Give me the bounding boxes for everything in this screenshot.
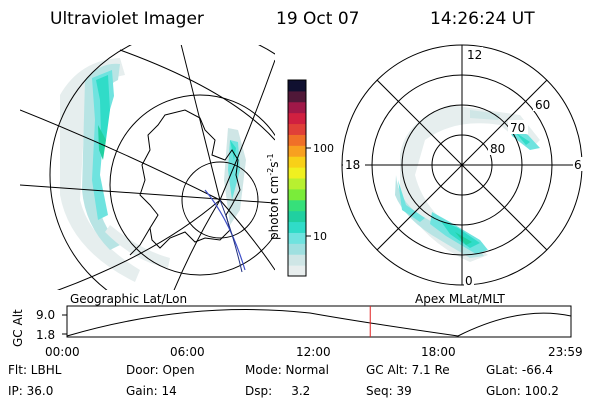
colorbar-cell <box>288 265 306 277</box>
mlat-label-70: 70 <box>510 121 525 135</box>
colorbar: 100 10 photon cm-2s-1 <box>266 79 334 277</box>
mlt-spokes <box>342 45 582 285</box>
colorbar-cell <box>288 232 306 244</box>
track-line-dark <box>219 199 243 273</box>
status-flt: Flt: LBHL <box>8 363 62 377</box>
label-bg-6 <box>573 157 583 171</box>
peninsula-outline <box>129 227 151 256</box>
colorbar-cell <box>288 199 306 212</box>
aurora-emission-left <box>60 58 246 282</box>
track-axis-title: GC Alt <box>11 309 25 347</box>
mlat-label-60: 60 <box>535 98 550 112</box>
colorbar-tick-label-100: 100 <box>313 142 334 155</box>
status-glon: GLon: 100.2 <box>486 384 559 398</box>
colorbar-cells <box>288 80 306 277</box>
continent-outline <box>139 109 241 249</box>
status-dsp: Dsp: 3.2 <box>245 384 310 398</box>
colorbar-cell <box>288 80 306 92</box>
status-ip: IP: 36.0 <box>8 384 53 398</box>
colorbar-cell <box>288 254 306 266</box>
geographic-map <box>0 0 395 380</box>
label-bg-70 <box>508 120 528 134</box>
mlt-label-18: 18 <box>345 158 360 172</box>
polar-plot: 12 18 6 0 60 70 80 <box>341 44 583 288</box>
colorbar-cell <box>288 145 306 157</box>
status-block: Flt: LBHL Door: Open Mode: Normal GC Alt… <box>8 363 559 398</box>
status-seq: Seq: 39 <box>366 384 412 398</box>
status-gain: Gain: 14 <box>126 384 177 398</box>
lat-circle-mid <box>109 94 275 276</box>
right-panel-caption: Apex MLat/MLT <box>415 292 505 306</box>
colorbar-cell <box>288 188 306 201</box>
time-label: 14:26:24 UT <box>430 9 535 29</box>
status-glat: GLat: -66.4 <box>486 363 553 377</box>
colorbar-cell <box>288 123 306 135</box>
meridians <box>20 45 275 290</box>
colorbar-cell <box>288 90 306 103</box>
mlat-label-80: 80 <box>490 142 505 156</box>
status-mode: Mode: Normal <box>245 363 329 377</box>
colorbar-cell <box>288 112 306 125</box>
colorbar-frame <box>287 79 307 277</box>
colorbar-cell <box>288 221 306 233</box>
colorbar-cell <box>288 167 306 179</box>
lat-circle-outer <box>49 45 275 290</box>
colorbar-cell <box>288 134 306 146</box>
track-line-blue <box>204 189 246 271</box>
track-ylabel-max: 9.0 <box>36 308 55 322</box>
label-bg-18 <box>343 157 365 171</box>
status-gc-alt: GC Alt: 7.1 Re <box>366 363 450 377</box>
track-xlabel-0000: 00:00 <box>45 345 80 359</box>
colorbar-cell <box>288 210 306 223</box>
track-ylabel-min: 1.8 <box>36 328 55 342</box>
track-frame <box>66 305 572 338</box>
label-bg-12 <box>465 47 483 61</box>
lat-circle-outermost <box>0 0 395 380</box>
label-bg-60 <box>533 97 553 111</box>
label-bg-80 <box>488 141 508 155</box>
mlt-label-12: 12 <box>467 48 482 62</box>
colorbar-cell <box>288 101 306 114</box>
colorbar-cell <box>288 178 306 190</box>
track-xlabel-1200: 12:00 <box>296 345 331 359</box>
instrument-title: Ultraviolet Imager <box>50 9 204 29</box>
track-xlabel-2359: 23:59 <box>548 345 583 359</box>
label-bg-0 <box>464 273 474 287</box>
lat-circle-inner <box>181 161 259 239</box>
altitude-track: Geographic Lat/Lon Apex MLat/MLT GC Alt … <box>11 292 583 359</box>
altitude-curve <box>66 309 572 337</box>
date-label: 19 Oct 07 <box>276 9 359 29</box>
colorbar-cell <box>288 156 306 168</box>
track-xlabel-0600: 06:00 <box>170 345 205 359</box>
colorbar-tick-label-10: 10 <box>313 230 327 243</box>
colorbar-unit-label: photon cm-2s-1 <box>266 153 281 240</box>
colorbar-cell <box>288 243 306 255</box>
mlt-label-0: 0 <box>465 274 473 288</box>
track-xlabel-1800: 18:00 <box>421 345 456 359</box>
status-door: Door: Open <box>126 363 195 377</box>
mlt-label-6: 6 <box>574 158 582 172</box>
left-panel-caption: Geographic Lat/Lon <box>70 292 187 306</box>
